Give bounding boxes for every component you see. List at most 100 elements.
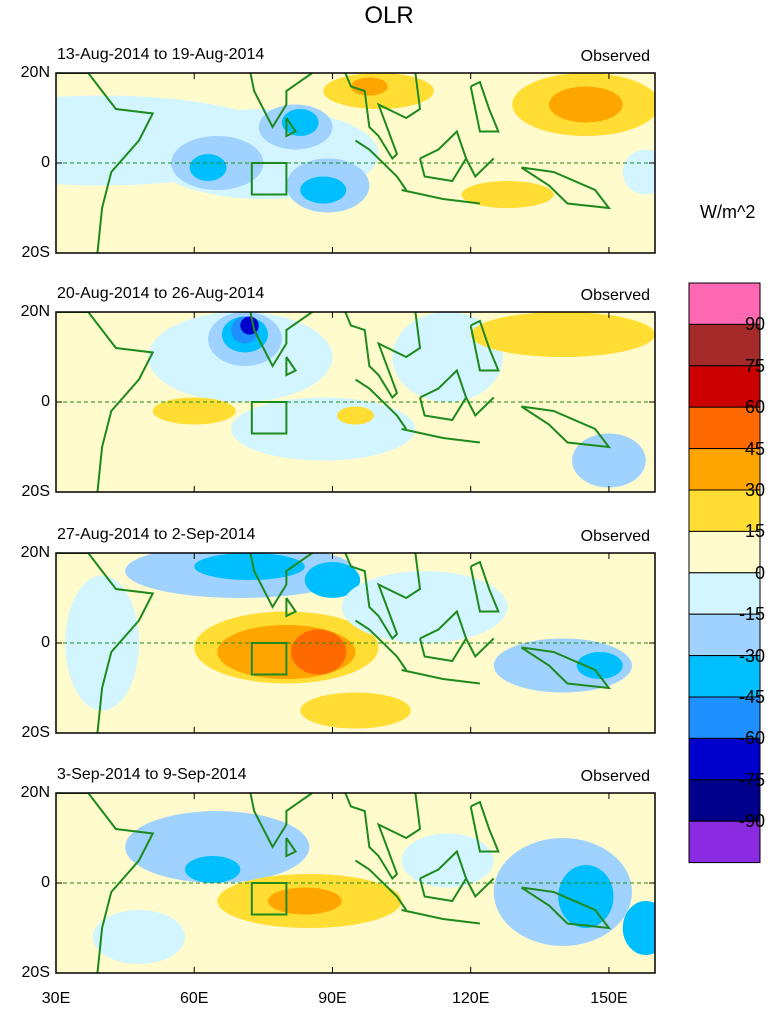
coastline — [465, 396, 495, 418]
coastline — [56, 553, 155, 733]
colorbar-label: 0 — [754, 562, 765, 583]
anomaly-contour — [337, 406, 374, 425]
coastline — [469, 319, 500, 372]
map-panel — [55, 311, 656, 493]
panel-period: 27-Aug-2014 to 2-Sep-2014 — [57, 526, 256, 543]
coastline — [401, 428, 481, 444]
colorbar-swatch — [688, 572, 761, 615]
lat-label: 20S — [21, 724, 50, 741]
lat-label: 20S — [21, 964, 50, 981]
lat-label: 20S — [21, 244, 50, 261]
anomaly-contour — [281, 109, 319, 136]
lon-label: 60E — [179, 990, 209, 1007]
lon-label: 120E — [452, 990, 490, 1007]
coastline — [285, 837, 298, 858]
coastline — [469, 80, 500, 133]
lon-label: 90E — [318, 990, 347, 1007]
anomaly-contour — [92, 910, 186, 964]
anomaly-contour — [185, 856, 241, 883]
colorbar-swatch — [688, 779, 761, 822]
anomaly-contour — [350, 77, 388, 96]
coastline — [354, 859, 408, 911]
colorbar-swatch — [688, 696, 761, 739]
region-box — [250, 162, 288, 196]
region-box — [250, 642, 288, 676]
colorbar-unit: W/m^2 — [700, 202, 756, 222]
coastline — [180, 553, 422, 641]
colorbar-label: -60 — [738, 728, 765, 749]
anomaly-contour — [194, 553, 305, 580]
figure-title: OLR — [364, 2, 414, 29]
coastline — [401, 909, 481, 925]
coastline — [401, 189, 481, 205]
coastline — [469, 560, 500, 613]
colorbar-label: -45 — [738, 687, 765, 707]
anomaly-contour — [558, 865, 614, 928]
anomaly-contour — [189, 154, 227, 181]
panel-period: 3-Sep-2014 to 9-Sep-2014 — [57, 766, 247, 783]
coastline — [465, 637, 495, 659]
anomaly-contour — [549, 86, 623, 123]
coastline — [285, 356, 298, 377]
colorbar-label: -30 — [738, 645, 765, 666]
panel-observed-label: Observed — [580, 768, 650, 785]
lat-label: 0 — [41, 393, 50, 410]
colorbar-swatch — [688, 613, 761, 657]
anomaly-contour — [622, 149, 655, 195]
colorbar-label: 60 — [744, 397, 765, 418]
coastline — [354, 378, 408, 430]
lat-label: 20N — [20, 64, 50, 81]
colorbar-label: 30 — [744, 480, 765, 500]
panel-period: 13-Aug-2014 to 19-Aug-2014 — [57, 46, 265, 63]
panel-observed-label: Observed — [580, 48, 650, 65]
colorbar-label: -90 — [738, 811, 765, 832]
lat-label: 0 — [41, 154, 50, 171]
lat-label: 0 — [41, 874, 50, 891]
colorbar-label: -75 — [738, 769, 765, 790]
anomaly-contour — [290, 629, 347, 675]
anomaly-contour — [622, 901, 655, 955]
coastline — [180, 73, 422, 161]
lat-label: 20S — [21, 483, 50, 500]
coastline — [465, 157, 495, 179]
anomaly-contour — [300, 176, 347, 204]
lat-label: 20N — [20, 784, 50, 801]
map-panel — [55, 552, 656, 734]
colorbar-label: 90 — [744, 314, 765, 335]
lat-label: 0 — [41, 634, 50, 651]
anomaly-contour — [65, 575, 139, 711]
anomaly-contour — [576, 652, 623, 679]
coastline — [520, 166, 612, 210]
coastline — [285, 117, 298, 138]
anomaly-contour — [300, 692, 411, 729]
colorbar-label: 75 — [744, 355, 765, 376]
region-box — [250, 401, 288, 435]
lon-label: 30E — [41, 990, 71, 1007]
coastline — [354, 139, 408, 191]
coastline — [465, 877, 495, 899]
coastline — [354, 619, 408, 671]
panel-observed-label: Observed — [580, 287, 650, 304]
region-box — [250, 882, 288, 916]
coastline — [401, 669, 481, 685]
colorbar-label: 15 — [744, 521, 765, 542]
coastline — [180, 793, 422, 881]
colorbar-swatch — [688, 820, 761, 864]
coastline — [520, 646, 612, 690]
map-panel — [55, 72, 656, 254]
coastline — [285, 597, 298, 618]
coastline — [56, 312, 155, 492]
colorbar-label: 45 — [744, 438, 765, 459]
colorbar-label: -15 — [738, 604, 765, 625]
colorbar-swatch — [688, 737, 761, 781]
anomaly-contour — [267, 887, 342, 915]
panel-observed-label: Observed — [580, 528, 650, 545]
anomaly-contour — [461, 181, 554, 208]
anomaly-contour — [470, 312, 655, 357]
coastline — [520, 405, 612, 449]
panel-period: 20-Aug-2014 to 26-Aug-2014 — [57, 285, 265, 302]
coastline — [56, 73, 155, 253]
coastline — [180, 312, 422, 400]
coastline — [56, 793, 155, 973]
